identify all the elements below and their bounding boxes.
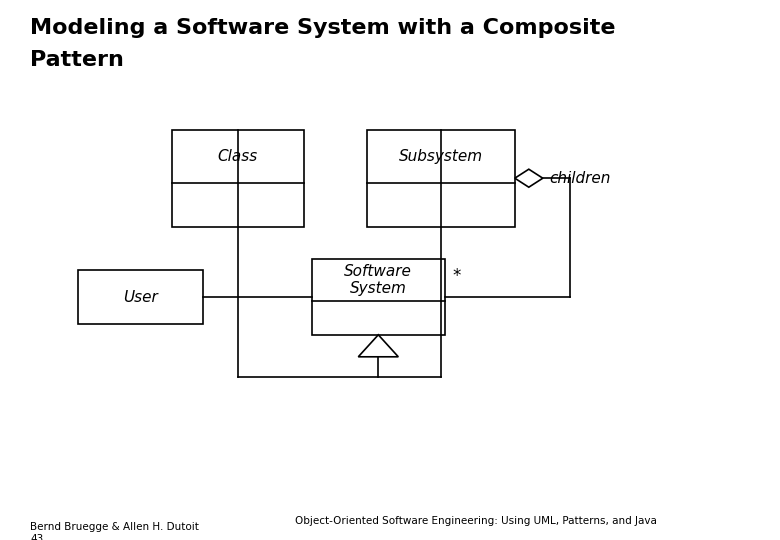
Text: *: * [452,267,461,285]
Text: Subsystem: Subsystem [399,149,483,164]
Text: children: children [549,171,610,186]
Text: Class: Class [218,149,258,164]
Bar [78,270,203,324]
Text: Bernd Bruegge & Allen H. Dutoit
43: Bernd Bruegge & Allen H. Dutoit 43 [30,522,199,540]
Bar [367,130,515,227]
Text: User: User [123,289,158,305]
Polygon shape [358,335,399,357]
Bar [172,130,304,227]
Text: Object-Oriented Software Engineering: Using UML, Patterns, and Java: Object-Oriented Software Engineering: Us… [295,516,657,526]
Polygon shape [515,169,543,187]
Text: Modeling a Software System with a Composite: Modeling a Software System with a Compos… [30,18,615,38]
Text: Software
System: Software System [344,264,413,296]
Bar [312,259,445,335]
Text: Pattern: Pattern [30,50,124,70]
